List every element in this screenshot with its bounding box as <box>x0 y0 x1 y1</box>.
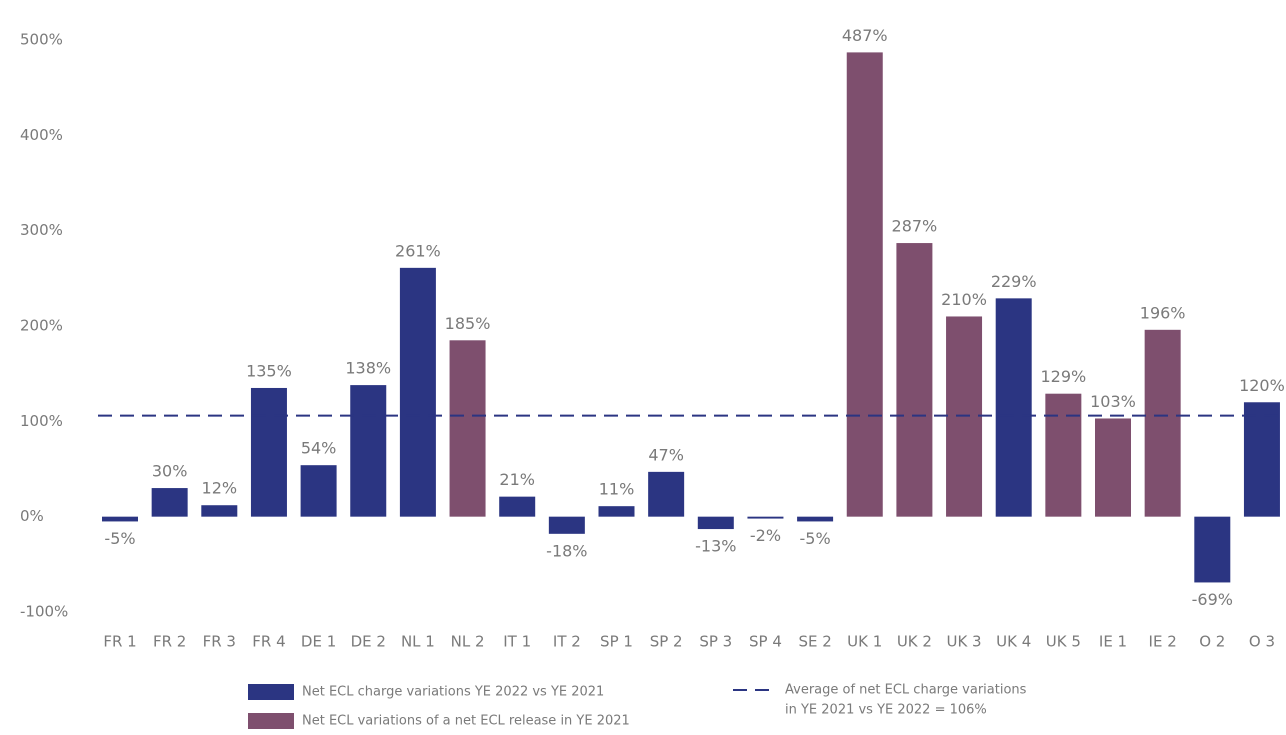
x-tick-label: FR 2 <box>153 633 186 651</box>
x-tick-label: DE 1 <box>301 633 336 651</box>
x-tick-label: UK 4 <box>996 633 1031 651</box>
value-label: -2% <box>750 526 781 545</box>
value-label: 103% <box>1090 392 1136 411</box>
x-tick-label: IE 1 <box>1099 633 1127 651</box>
value-label: 487% <box>842 26 888 45</box>
x-tick-label: DE 2 <box>351 633 386 651</box>
value-label: 196% <box>1140 303 1186 322</box>
value-label: -5% <box>800 529 831 548</box>
value-label: 229% <box>991 272 1037 291</box>
x-tick-label: O 3 <box>1249 633 1275 651</box>
bar <box>648 471 685 517</box>
x-tick-label: SP 2 <box>650 633 683 651</box>
value-label: 11% <box>599 480 635 499</box>
y-tick-label: 300% <box>20 221 63 239</box>
bar <box>846 52 883 517</box>
x-tick-label: FR 3 <box>203 633 236 651</box>
value-label: 261% <box>395 241 441 260</box>
bar <box>201 505 238 517</box>
x-tick-label: FR 4 <box>252 633 285 651</box>
bar <box>350 385 387 517</box>
bar <box>995 298 1032 517</box>
x-tick-label: UK 3 <box>946 633 981 651</box>
x-tick-label: UK 5 <box>1046 633 1081 651</box>
legend-swatch <box>248 713 294 729</box>
y-tick-label: 0% <box>20 507 44 525</box>
bar <box>499 496 536 517</box>
x-tick-label: FR 1 <box>103 633 136 651</box>
x-tick-label: IE 2 <box>1149 633 1177 651</box>
bar <box>1243 402 1280 517</box>
bar <box>1194 516 1231 583</box>
x-tick-label: O 2 <box>1199 633 1225 651</box>
x-tick-label: SP 3 <box>699 633 732 651</box>
x-tick-label: NL 1 <box>401 633 435 651</box>
x-tick-label: UK 2 <box>897 633 932 651</box>
bar <box>697 516 734 530</box>
bar <box>1095 418 1131 517</box>
x-tick-label: NL 2 <box>451 633 485 651</box>
bar <box>747 516 784 519</box>
value-label: 30% <box>152 462 188 481</box>
legend-swatch <box>248 684 294 700</box>
legend-label: Net ECL variations of a net ECL release … <box>302 714 630 729</box>
x-tick-label: SE 2 <box>798 633 831 651</box>
y-tick-label: 500% <box>20 31 63 49</box>
bar <box>449 340 486 517</box>
value-label: 12% <box>202 479 238 498</box>
x-tick-label: SP 1 <box>600 633 633 651</box>
x-tick-label: IT 2 <box>553 633 581 651</box>
legend-label: in YE 2021 vs YE 2022 = 106% <box>785 703 987 718</box>
bar <box>896 243 933 517</box>
bar <box>1045 393 1082 517</box>
value-label: 21% <box>499 470 535 489</box>
y-tick-label: 100% <box>20 412 63 430</box>
bar <box>399 267 436 517</box>
y-tick-label: 400% <box>20 126 63 144</box>
value-label: -13% <box>695 537 736 556</box>
value-label: 47% <box>648 445 684 464</box>
value-label: 54% <box>301 439 337 458</box>
legend-label: Average of net ECL charge variations <box>785 683 1027 698</box>
value-label: -18% <box>546 541 587 560</box>
bar <box>300 465 337 517</box>
value-label: 135% <box>246 361 292 380</box>
value-label: -5% <box>104 529 135 548</box>
value-label: -69% <box>1192 590 1233 609</box>
bar <box>250 387 287 517</box>
value-label: 185% <box>445 314 491 333</box>
bar <box>797 516 834 522</box>
value-label: 287% <box>892 217 938 236</box>
value-label: 129% <box>1040 367 1086 386</box>
x-tick-label: UK 1 <box>847 633 882 651</box>
bar <box>151 488 188 517</box>
y-tick-label: -100% <box>20 603 68 621</box>
value-label: 138% <box>345 359 391 378</box>
x-tick-label: SP 4 <box>749 633 782 651</box>
x-tick-label: IT 1 <box>503 633 531 651</box>
value-label: 210% <box>941 290 987 309</box>
bar <box>548 516 585 534</box>
value-label: 120% <box>1239 376 1285 395</box>
bar <box>102 516 138 522</box>
y-tick-label: 200% <box>20 317 63 335</box>
bar <box>598 506 635 517</box>
bar <box>1144 329 1181 517</box>
legend-label: Net ECL charge variations YE 2022 vs YE … <box>302 685 604 700</box>
